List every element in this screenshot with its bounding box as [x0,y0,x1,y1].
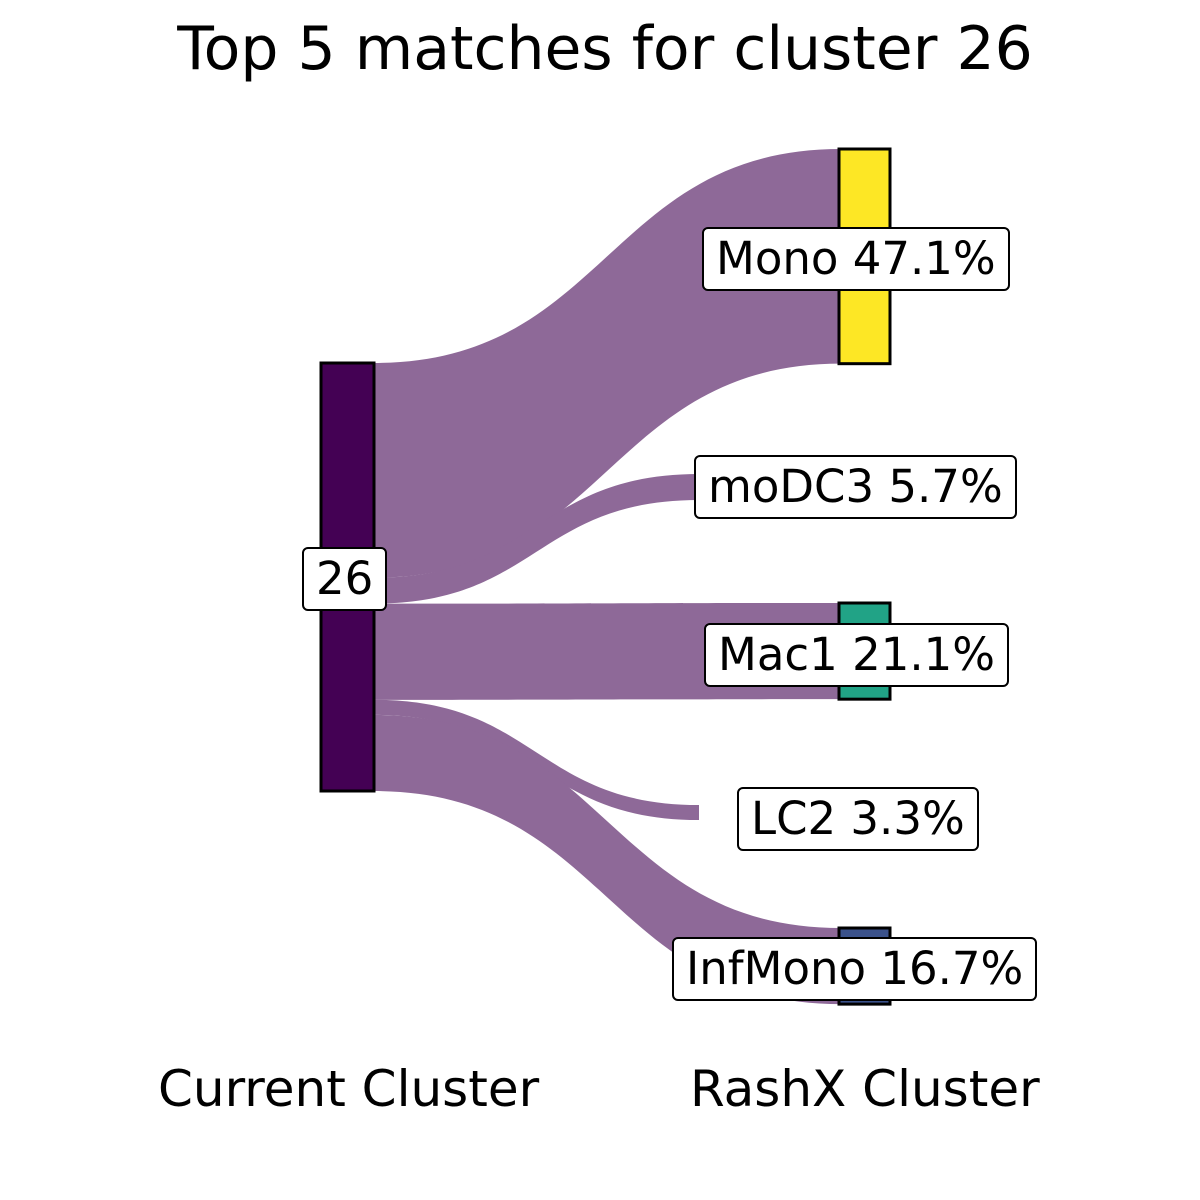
source-node-label: 26 [302,547,388,611]
target-label-modc3: moDC3 5.7% [694,455,1017,519]
target-label-infmono: InfMono 16.7% [672,937,1038,1001]
axis-label-source: Current Cluster [158,1060,540,1118]
target-label-mac1: Mac1 21.1% [704,623,1010,687]
flow-link-modc3 [374,474,699,604]
target-label-mono: Mono 47.1% [702,227,1010,291]
flow-link-lc2 [374,699,699,821]
chart-title: Top 5 matches for cluster 26 [177,14,1033,84]
target-label-lc2: LC2 3.3% [737,787,979,851]
axis-label-target: RashX Cluster [690,1060,1040,1118]
flow-link-infmono [374,714,841,1005]
